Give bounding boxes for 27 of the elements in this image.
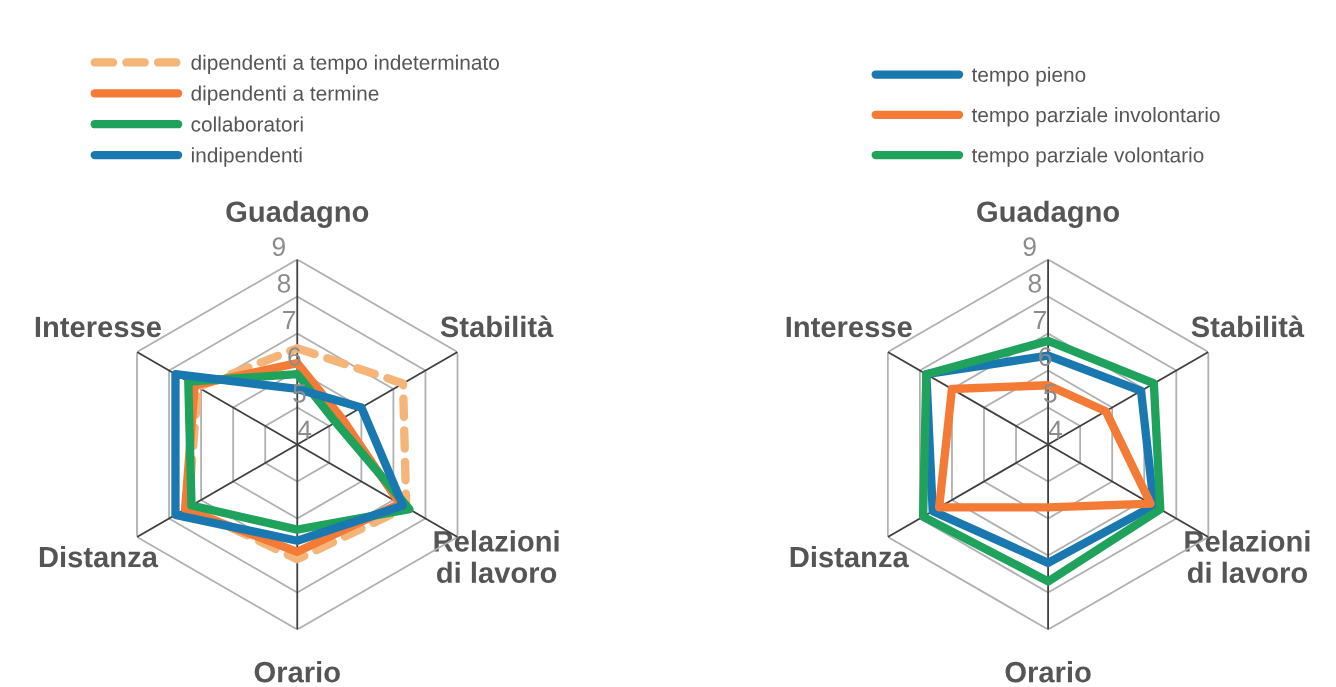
spoke-label: Guadagno xyxy=(977,200,1120,228)
spoke-label: Interesse xyxy=(786,316,912,338)
spoke-label: Distanza xyxy=(790,545,909,568)
spoke-label: Stabilità xyxy=(440,315,554,338)
spoke-label: Distanza xyxy=(39,545,159,568)
spoke-label: Orario xyxy=(1005,661,1091,683)
y-tick-label: 6 xyxy=(288,347,301,366)
y-tick-label: 7 xyxy=(283,310,296,330)
legend-label: tempo parziale volontario xyxy=(971,147,1204,167)
legend-label: tempo pieno xyxy=(971,66,1086,87)
legend-label: collaboratori xyxy=(191,116,303,132)
y-tick-label: 8 xyxy=(277,274,291,293)
spoke-label: Interesse xyxy=(35,316,161,338)
y-tick-label: 8 xyxy=(1028,274,1042,293)
y-tick-label: 4 xyxy=(297,420,312,440)
legend-label: indipendenti xyxy=(191,147,302,167)
y-tick-label: 9 xyxy=(1023,237,1036,257)
spoke-label: Stabilità xyxy=(1191,315,1305,338)
y-tick-label: 9 xyxy=(272,237,285,257)
legend-label: dipendenti a termine xyxy=(191,85,379,105)
y-tick-label: 7 xyxy=(1033,310,1046,330)
legend-label: dipendenti a tempo indeterminato xyxy=(191,54,499,75)
spoke-label: Relazioni di lavoro xyxy=(434,530,559,584)
legend-label: tempo parziale involontario xyxy=(971,107,1220,127)
spoke-label: Guadagno xyxy=(226,200,369,228)
spoke-label: Orario xyxy=(254,661,340,683)
spoke-label: Relazioni di lavoro xyxy=(1185,530,1310,584)
